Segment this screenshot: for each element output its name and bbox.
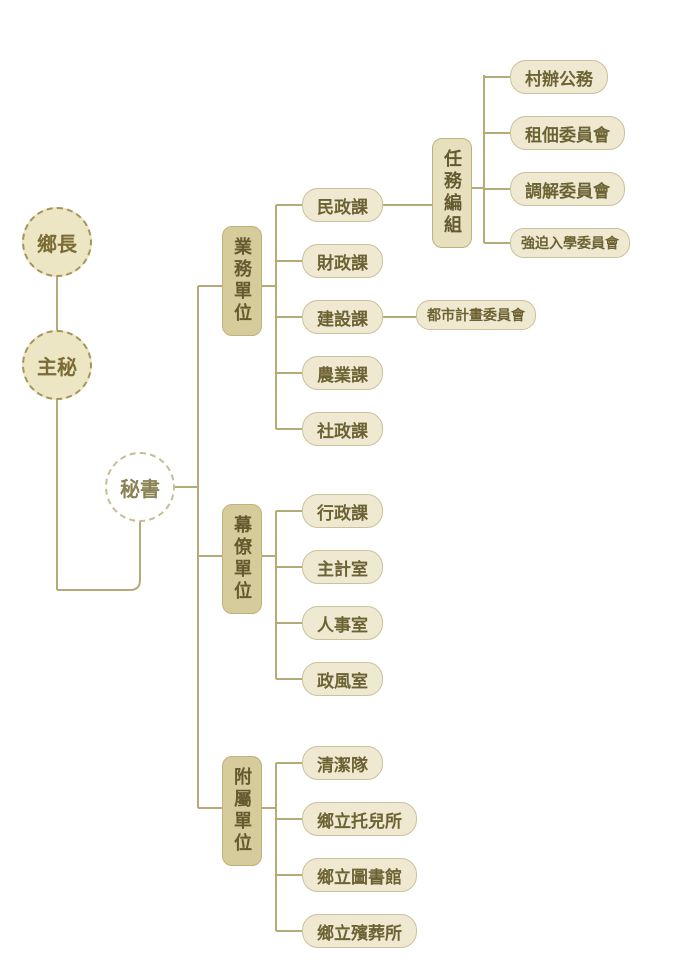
- unit-ethics: 政風室: [302, 662, 383, 696]
- unit-accounting: 主計室: [302, 550, 383, 584]
- group-taskforce: 任務編組: [432, 138, 472, 248]
- node-chief: 鄉長: [22, 207, 92, 277]
- unit-personnel: 人事室: [302, 606, 383, 640]
- node-secretary: 秘書: [105, 452, 175, 522]
- taskforce-mediation: 調解委員會: [510, 172, 625, 206]
- unit-social: 社政課: [302, 412, 383, 446]
- taskforce-schooling: 強迫入學委員會: [510, 228, 630, 258]
- taskforce-village: 村辦公務: [510, 60, 608, 94]
- unit-construction: 建設課: [302, 300, 383, 334]
- unit-finance: 財政課: [302, 244, 383, 278]
- unit-civil: 民政課: [302, 188, 383, 222]
- org-chart: 鄉長主秘秘書 業務單位 民政課財政課建設課農業課社政課幕僚單位 行政課主計室人事室政風…: [0, 0, 679, 960]
- unit-cleaning: 清潔隊: [302, 746, 383, 780]
- committee-urbanplan: 都市計畫委員會: [416, 300, 536, 330]
- unit-agriculture: 農業課: [302, 356, 383, 390]
- group-business: 業務單位: [222, 226, 262, 336]
- unit-admin: 行政課: [302, 494, 383, 528]
- node-deputy: 主秘: [22, 330, 92, 400]
- taskforce-tenancy: 租佃委員會: [510, 116, 625, 150]
- unit-nursery: 鄉立托兒所: [302, 802, 417, 836]
- unit-library: 鄉立圖書館: [302, 858, 417, 892]
- group-affiliated: 附屬單位: [222, 756, 262, 866]
- unit-funeral: 鄉立殯葬所: [302, 914, 417, 948]
- group-staff: 幕僚單位: [222, 504, 262, 614]
